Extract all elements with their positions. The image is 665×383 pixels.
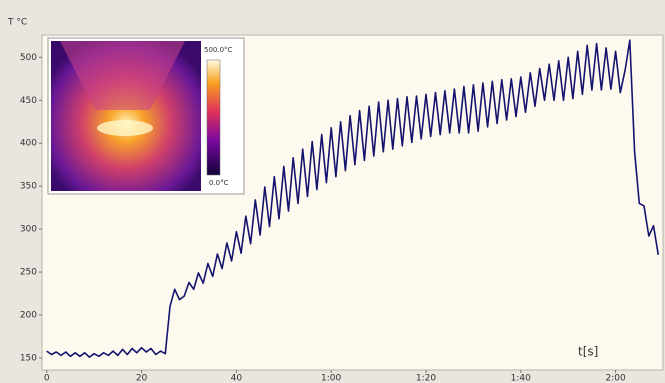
x-axis-label: t[s] <box>578 345 598 359</box>
inset: 500.0°C 0.0°C <box>48 38 244 194</box>
x-tick-label: 2:00 <box>605 374 625 383</box>
x-tick-label: 1:00 <box>321 374 341 383</box>
chart: 500.0°C 0.0°C T °C t[s] 1502002503003504… <box>0 0 665 383</box>
colorbar-max: 500.0°C <box>204 46 233 54</box>
y-tick-label: 150 <box>20 353 37 363</box>
colorbar-min: 0.0°C <box>209 179 229 187</box>
y-tick-label: 200 <box>20 311 37 321</box>
x-tick-label: 1:20 <box>416 374 436 383</box>
x-tick-label: 0 <box>44 374 50 383</box>
y-tick-label: 250 <box>20 268 37 278</box>
thermal-hotspot <box>97 120 153 136</box>
y-tick-label: 500 <box>20 53 37 63</box>
y-tick-label: 450 <box>20 96 37 106</box>
y-tick-label: 300 <box>20 225 37 235</box>
y-tick-label: 350 <box>20 182 37 192</box>
colorbar <box>207 60 220 175</box>
x-tick-label: 20 <box>136 374 148 383</box>
y-axis-label: T °C <box>7 18 27 28</box>
x-tick-label: 1:40 <box>511 374 531 383</box>
y-tick-label: 400 <box>20 139 37 149</box>
x-tick-label: 40 <box>231 374 243 383</box>
